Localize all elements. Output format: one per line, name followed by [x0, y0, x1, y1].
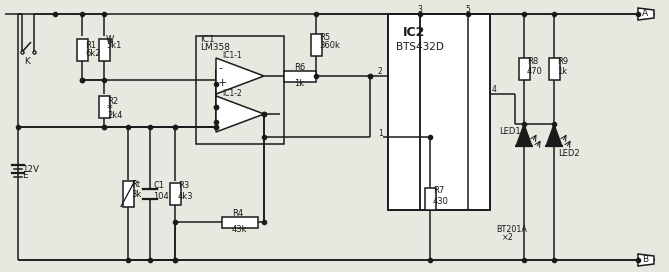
Text: 470: 470 [527, 67, 543, 76]
Text: BTS432D: BTS432D [396, 42, 444, 52]
Polygon shape [638, 254, 654, 266]
Text: -: - [218, 63, 222, 73]
Polygon shape [638, 8, 654, 20]
Text: +: + [218, 79, 227, 88]
Bar [425, 187, 436, 209]
Polygon shape [216, 96, 264, 132]
Text: 5k1: 5k1 [106, 42, 121, 51]
Text: R4: R4 [232, 209, 243, 218]
Text: LED2: LED2 [558, 150, 579, 159]
Text: IC1: IC1 [200, 36, 215, 45]
Bar [122, 181, 134, 206]
Text: R6: R6 [294, 63, 305, 73]
Text: 4: 4 [492, 85, 497, 94]
Text: IC1-1: IC1-1 [222, 51, 242, 60]
Text: R2: R2 [107, 97, 118, 107]
Text: 5: 5 [465, 5, 470, 14]
Text: R7: R7 [433, 186, 444, 195]
Bar [518, 58, 529, 80]
Text: B: B [642, 255, 648, 264]
Bar [98, 96, 110, 118]
Text: 2k4: 2k4 [107, 112, 122, 120]
Polygon shape [216, 58, 264, 94]
Bar [388, 14, 490, 210]
Text: R5: R5 [319, 32, 330, 42]
Text: IC1-2: IC1-2 [222, 88, 242, 97]
Text: C1: C1 [153, 181, 164, 190]
Bar [98, 39, 110, 61]
Text: 104: 104 [153, 192, 169, 201]
Text: IC2: IC2 [403, 26, 425, 39]
Polygon shape [546, 124, 562, 146]
Text: 1: 1 [378, 128, 383, 138]
Text: Rt: Rt [131, 180, 140, 189]
Text: 1k: 1k [294, 79, 304, 88]
Text: BT201A: BT201A [496, 225, 527, 234]
Bar [196, 36, 284, 144]
Text: R9: R9 [557, 57, 568, 66]
Bar [76, 39, 88, 61]
Text: K: K [24, 57, 30, 66]
Bar [549, 58, 559, 80]
Text: *: * [107, 104, 112, 114]
Text: R1: R1 [85, 42, 96, 51]
Bar [169, 183, 181, 205]
Text: R8: R8 [527, 57, 539, 66]
Bar [222, 217, 258, 227]
Text: 360k: 360k [319, 42, 340, 51]
Bar [284, 70, 316, 82]
Text: 12V: 12V [22, 165, 39, 174]
Text: 3k: 3k [131, 190, 141, 199]
Text: 430: 430 [433, 197, 449, 206]
Text: 4k3: 4k3 [178, 192, 193, 201]
Text: 3: 3 [417, 5, 422, 14]
Text: 43k: 43k [232, 225, 248, 234]
Text: LM358: LM358 [200, 44, 230, 52]
Text: ×2: ×2 [502, 233, 514, 243]
Text: R3: R3 [178, 181, 189, 190]
Polygon shape [516, 124, 532, 146]
Text: A: A [642, 8, 648, 17]
Text: LED1: LED1 [499, 128, 520, 137]
Bar [310, 34, 322, 56]
Text: 2: 2 [378, 67, 383, 76]
Text: 1k: 1k [557, 67, 567, 76]
Text: E: E [22, 172, 27, 181]
Text: 6k2: 6k2 [85, 50, 100, 58]
Text: W: W [106, 35, 114, 44]
